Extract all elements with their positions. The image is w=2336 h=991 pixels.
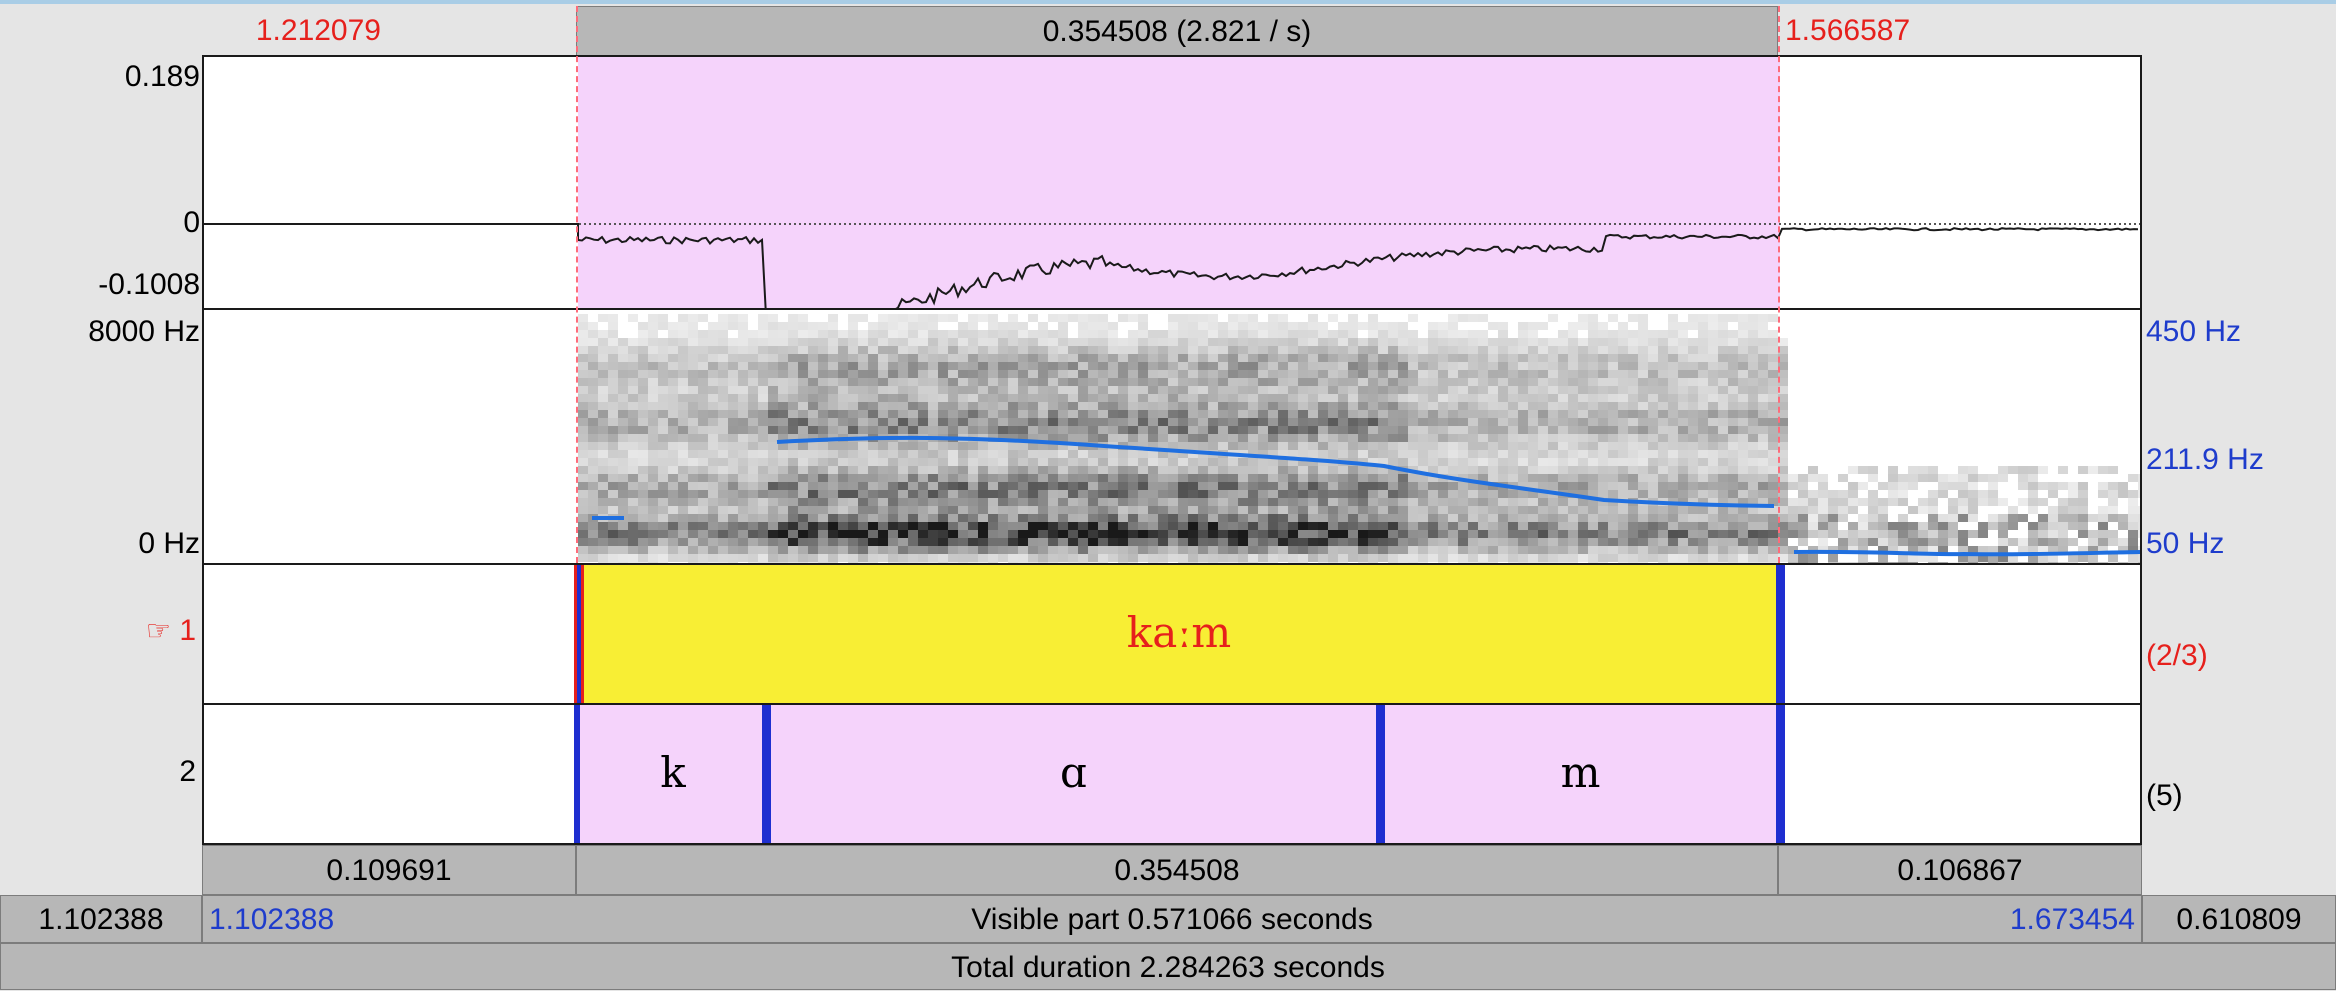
tier-2-panel[interactable]: k ɑ m <box>202 703 2142 845</box>
spectrogram-freq-min: 0 Hz <box>138 527 200 560</box>
waveform-panel[interactable] <box>202 55 2142 310</box>
waveform-yzero: 0 <box>183 206 200 239</box>
tier-2-boundary[interactable] <box>762 705 771 843</box>
tier-2-segment-label[interactable]: m <box>1560 748 1601 797</box>
visible-left-outside-button[interactable]: 1.102388 <box>0 895 202 943</box>
pitch-contour-right <box>1793 549 2140 557</box>
selection-start-time: 1.212079 <box>255 14 381 47</box>
duration-right-label: 0.106867 <box>1897 854 2023 887</box>
tier-1-boundary-right[interactable] <box>1776 565 1785 704</box>
pitch-min-label: 50 Hz <box>2146 527 2225 560</box>
visible-part-button[interactable]: 1.102388 Visible part 0.571066 seconds 1… <box>202 895 2142 943</box>
pitch-max-label: 450 Hz <box>2146 315 2242 348</box>
visible-end-label: 1.673454 <box>2009 903 2135 936</box>
visible-start-label: 1.102388 <box>209 903 335 936</box>
tier-2-boundary[interactable] <box>1376 705 1385 843</box>
spectrogram-panel[interactable] <box>202 308 2142 566</box>
tier-2-number[interactable]: 2 <box>179 755 196 788</box>
total-duration-label: Total duration 2.284263 seconds <box>951 951 1385 984</box>
tier-1-number: 1 <box>179 614 196 647</box>
selection-end-marker <box>1778 6 1780 563</box>
visible-part-label: Visible part 0.571066 seconds <box>971 903 1373 936</box>
selection-duration-button[interactable]: 0.354508 (2.821 / s) <box>576 6 1778 56</box>
tier-1-interval[interactable]: kaːm <box>578 565 1780 704</box>
waveform-selection <box>578 57 1780 308</box>
visible-right-outside-label: 0.610809 <box>2176 903 2302 936</box>
tier-2-boundary[interactable] <box>574 705 580 843</box>
duration-left-label: 0.109691 <box>326 854 452 887</box>
duration-left-button[interactable]: 0.109691 <box>202 845 576 895</box>
spectrogram-plot <box>578 314 2140 564</box>
tier-1-label[interactable]: ☞ 1 <box>146 616 196 646</box>
tier-2-segment-label[interactable]: k <box>660 748 686 797</box>
tier-1-panel[interactable]: kaːm <box>202 563 2142 706</box>
duration-middle-label: 0.354508 <box>1114 854 1240 887</box>
tier-1-boundary-left-inner <box>577 565 581 704</box>
window-top-border <box>0 0 2336 4</box>
waveform-ymin: -0.1008 <box>98 268 200 301</box>
selection-start-marker <box>576 6 578 563</box>
tier-2-count: (5) <box>2146 779 2183 812</box>
total-duration-button[interactable]: Total duration 2.284263 seconds <box>0 943 2336 990</box>
hand-pointer-icon: ☞ <box>145 615 171 646</box>
duration-middle-button[interactable]: 0.354508 <box>576 845 1778 895</box>
tier-2-selected-region <box>578 705 1780 843</box>
tier-1-count: (2/3) <box>2146 639 2208 672</box>
tier-1-interval-label: kaːm <box>1126 608 1232 657</box>
duration-right-button[interactable]: 0.106867 <box>1778 845 2142 895</box>
waveform-plot <box>204 223 2140 308</box>
visible-right-outside-button[interactable]: 0.610809 <box>2142 895 2336 943</box>
tier-2-boundary[interactable] <box>1776 705 1785 843</box>
visible-left-outside-label: 1.102388 <box>38 903 164 936</box>
waveform-ymax: 0.189 <box>124 60 200 93</box>
pitch-cursor-label: 211.9 Hz <box>2146 443 2264 476</box>
pitch-contour <box>592 435 1775 520</box>
spectrogram-freq-max: 8000 Hz <box>88 315 200 348</box>
tier-2-segment-label[interactable]: ɑ <box>1060 748 1087 797</box>
selection-end-time: 1.566587 <box>1785 14 1911 47</box>
selection-duration-label: 0.354508 (2.821 / s) <box>1042 15 1312 48</box>
